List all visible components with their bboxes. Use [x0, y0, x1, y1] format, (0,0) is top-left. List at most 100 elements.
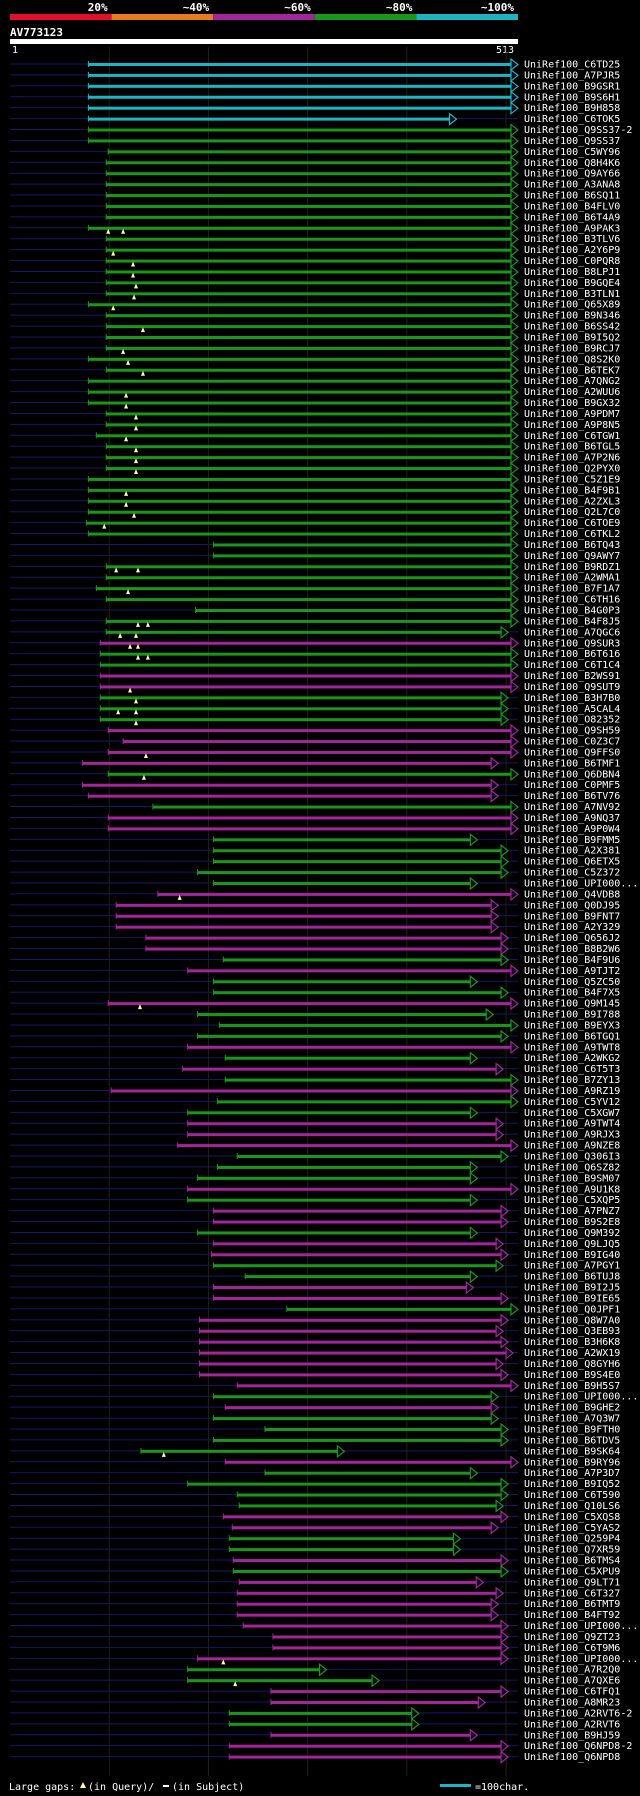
- hit-bar[interactable]: [96, 434, 511, 438]
- hit-bar[interactable]: [199, 1373, 502, 1377]
- hit-bar[interactable]: [199, 1351, 507, 1355]
- hit-bar[interactable]: [106, 215, 511, 219]
- hit-label[interactable]: UniRef100_Q9AWY7: [524, 551, 620, 562]
- hit-label[interactable]: UniRef100_B9H5S7: [524, 1381, 620, 1392]
- hit-bar[interactable]: [187, 1187, 511, 1191]
- hit-label[interactable]: UniRef100_B3H7B0: [524, 693, 620, 704]
- hit-row[interactable]: UniRef100_A7PGY1: [10, 1258, 620, 1273]
- hit-bar[interactable]: [223, 1515, 502, 1519]
- hit-label[interactable]: UniRef100_B9FNT7: [524, 911, 620, 922]
- hit-label[interactable]: UniRef100_B3TLV6: [524, 234, 620, 245]
- hit-bar[interactable]: [100, 696, 502, 700]
- hit-bar[interactable]: [100, 674, 511, 678]
- hit-label[interactable]: UniRef100_A7Q3W7: [524, 1414, 620, 1425]
- hit-label[interactable]: UniRef100_B9I2J5: [524, 1283, 620, 1294]
- hit-bar[interactable]: [213, 860, 502, 864]
- hit-row[interactable]: UniRef100_B3TLV6: [10, 232, 620, 246]
- hit-row[interactable]: UniRef100_Q2L7C0: [10, 505, 620, 519]
- hit-label[interactable]: UniRef100_B9N346: [524, 311, 620, 322]
- hit-label[interactable]: UniRef100_A9PDM7: [524, 409, 620, 420]
- hit-label[interactable]: UniRef100_B6TMT9: [524, 1599, 620, 1610]
- hit-bar[interactable]: [229, 1755, 502, 1759]
- hit-label[interactable]: UniRef100_B9GQE4: [524, 278, 620, 289]
- hit-bar[interactable]: [213, 1417, 492, 1421]
- hit-label[interactable]: UniRef100_A2WMA1: [524, 573, 620, 584]
- hit-bar[interactable]: [264, 1471, 471, 1475]
- hit-label[interactable]: UniRef100_C6T5T3: [524, 1064, 620, 1075]
- hit-bar[interactable]: [229, 1722, 412, 1726]
- hit-bar[interactable]: [213, 1242, 497, 1246]
- hit-bar[interactable]: [82, 761, 492, 765]
- hit-row[interactable]: UniRef100_C6TFQ1: [10, 1684, 620, 1699]
- hit-label[interactable]: UniRef100_B6TMS4: [524, 1556, 620, 1567]
- hit-label[interactable]: UniRef100_B9GHE2: [524, 1403, 620, 1414]
- hit-bar[interactable]: [106, 368, 511, 372]
- hit-row[interactable]: UniRef100_C5Z372: [10, 865, 620, 880]
- hit-label[interactable]: UniRef100_A8MR23: [524, 1698, 620, 1709]
- hit-row[interactable]: UniRef100_A2RVT6: [10, 1717, 620, 1732]
- hit-bar[interactable]: [187, 1668, 320, 1672]
- hit-row[interactable]: UniRef100_C6TOE9: [10, 516, 620, 530]
- hit-bar[interactable]: [108, 816, 511, 820]
- hit-row[interactable]: UniRef100_B9RCJ7: [10, 341, 620, 356]
- hit-label[interactable]: UniRef100_C5Z372: [524, 868, 620, 879]
- hit-bar[interactable]: [239, 1580, 477, 1584]
- hit-label[interactable]: UniRef100_A7P2N6: [524, 453, 620, 464]
- hit-label[interactable]: UniRef100_Q9ZT23: [524, 1632, 620, 1643]
- hit-bar[interactable]: [182, 1067, 497, 1071]
- hit-row[interactable]: UniRef100_B9S6H1: [10, 90, 620, 104]
- hit-row[interactable]: UniRef100_B9SM07: [10, 1171, 620, 1186]
- hit-row[interactable]: UniRef100_B8LPJ1: [10, 265, 620, 279]
- hit-label[interactable]: UniRef100_UPI000...: [524, 1392, 638, 1403]
- hit-row[interactable]: UniRef100_Q9FFS0: [10, 745, 620, 760]
- hit-label[interactable]: UniRef100_C0PQR8: [524, 256, 620, 267]
- hit-bar[interactable]: [237, 1155, 502, 1158]
- hit-label[interactable]: UniRef100_A2Y329: [524, 922, 620, 933]
- hit-label[interactable]: UniRef100_B6TGQ1: [524, 1031, 620, 1042]
- hit-label[interactable]: UniRef100_B6TGL5: [524, 442, 620, 453]
- hit-label[interactable]: UniRef100_B9RY96: [524, 1457, 620, 1468]
- hit-row[interactable]: UniRef100_Q9M392: [10, 1226, 620, 1240]
- hit-label[interactable]: UniRef100_C5YAS2: [524, 1523, 620, 1534]
- hit-row[interactable]: UniRef100_Q259P4: [10, 1531, 620, 1546]
- hit-row[interactable]: UniRef100_C0PMF5: [10, 778, 620, 792]
- hit-bar[interactable]: [197, 1176, 471, 1180]
- hit-bar[interactable]: [213, 1395, 492, 1399]
- hit-label[interactable]: UniRef100_B9H858: [524, 103, 620, 114]
- hit-row[interactable]: UniRef100_B9EYX3: [10, 1018, 620, 1033]
- hit-row[interactable]: UniRef100_C6TGW1: [10, 429, 620, 443]
- hit-row[interactable]: UniRef100_UPI000...: [10, 1652, 638, 1666]
- hit-row[interactable]: UniRef100_UPI000...: [10, 1390, 638, 1404]
- hit-bar[interactable]: [237, 1613, 492, 1617]
- hit-bar[interactable]: [237, 1384, 511, 1388]
- hit-bar[interactable]: [100, 707, 502, 711]
- hit-row[interactable]: UniRef100_Q4VDB8: [10, 887, 620, 902]
- hit-row[interactable]: UniRef100_C6T1C4: [10, 658, 620, 672]
- hit-bar[interactable]: [213, 980, 471, 984]
- hit-label[interactable]: UniRef100_Q4VDB8: [524, 889, 620, 900]
- hit-label[interactable]: UniRef100_B6SQ11: [524, 191, 620, 202]
- hit-row[interactable]: UniRef100_A2X381: [10, 844, 620, 858]
- hit-bar[interactable]: [106, 565, 511, 569]
- hit-label[interactable]: UniRef100_C5XGW7: [524, 1108, 620, 1119]
- hit-label[interactable]: UniRef100_B6TQ43: [524, 540, 620, 551]
- hit-label[interactable]: UniRef100_Q9SUT9: [524, 682, 620, 693]
- hit-row[interactable]: UniRef100_A7Q3W7: [10, 1411, 620, 1426]
- hit-bar[interactable]: [213, 1209, 502, 1213]
- hit-label[interactable]: UniRef100_B6TEK7: [524, 365, 620, 376]
- hit-row[interactable]: UniRef100_C6TH16: [10, 592, 620, 607]
- hit-label[interactable]: UniRef100_C5XQS8: [524, 1512, 620, 1523]
- hit-bar[interactable]: [211, 1253, 502, 1257]
- hit-row[interactable]: UniRef100_B4F8J5: [10, 614, 620, 629]
- hit-row[interactable]: UniRef100_B6T4A9: [10, 210, 620, 225]
- hit-row[interactable]: UniRef100_B9IE65: [10, 1291, 620, 1306]
- hit-bar[interactable]: [213, 1296, 502, 1300]
- hit-row[interactable]: UniRef100_A7QGC6: [10, 625, 620, 640]
- hit-row[interactable]: UniRef100_Q8S2K0: [10, 352, 620, 367]
- hit-label[interactable]: UniRef100_A7QXE6: [524, 1676, 620, 1687]
- hit-bar[interactable]: [88, 357, 511, 361]
- hit-row[interactable]: UniRef100_B4G0P3: [10, 603, 620, 618]
- hit-bar[interactable]: [157, 892, 511, 896]
- hit-bar[interactable]: [88, 84, 511, 88]
- hit-label[interactable]: UniRef100_B6SS42: [524, 322, 620, 333]
